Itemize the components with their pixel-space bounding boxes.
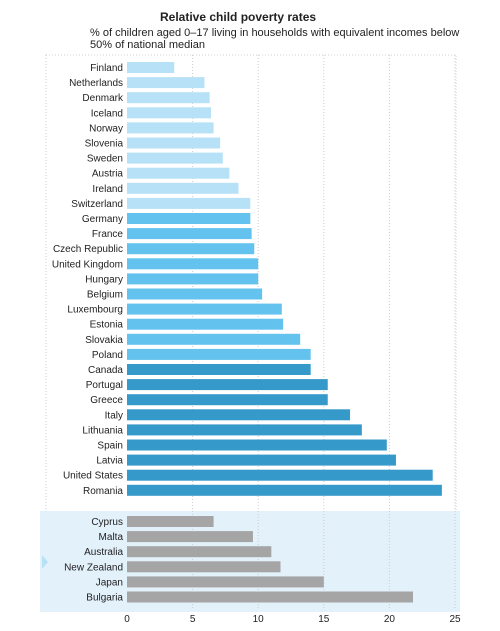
bar-norway (127, 122, 214, 134)
category-label: Belgium (87, 290, 123, 301)
bar-japan (127, 576, 324, 588)
category-label: Sweden (87, 154, 123, 165)
chart-subtitle: % of children aged 0–17 living in househ… (90, 27, 460, 51)
bar-portugal (127, 379, 328, 391)
bar-new-zealand (127, 561, 281, 573)
bar-finland (127, 62, 175, 73)
category-label: Netherlands (69, 78, 123, 89)
category-label: Bulgaria (86, 593, 123, 604)
category-label: Australia (84, 547, 123, 558)
category-label: Japan (96, 577, 123, 588)
bar-germany (127, 213, 251, 224)
category-label: Denmark (82, 93, 124, 104)
bar-spain (127, 439, 387, 451)
bar-greece (127, 394, 328, 406)
category-label: Slovakia (85, 335, 123, 346)
bar-romania (127, 484, 442, 496)
category-label: Latvia (96, 456, 123, 467)
category-label: Poland (92, 350, 123, 361)
bar-luxembourg (127, 303, 282, 315)
panel-marker (42, 555, 48, 569)
bar-france (127, 228, 252, 240)
x-tick-label: 25 (449, 614, 461, 625)
bar-poland (127, 348, 311, 360)
bar-czech-republic (127, 243, 255, 255)
bar-australia (127, 546, 272, 558)
bar-lithuania (127, 424, 362, 436)
x-tick-label: 10 (253, 614, 265, 625)
bar-belgium (127, 288, 263, 300)
category-label: Malta (99, 532, 124, 543)
category-label: Spain (97, 441, 123, 452)
bar-latvia (127, 454, 396, 466)
bar-austria (127, 167, 230, 179)
category-label: Norway (89, 123, 123, 134)
category-label: Ireland (92, 184, 123, 195)
x-tick-label: 5 (190, 614, 196, 625)
chart-title: Relative child poverty rates (160, 10, 317, 24)
category-label: United Kingdom (52, 259, 123, 270)
category-label: Slovenia (85, 139, 124, 150)
bar-ireland (127, 182, 239, 194)
category-label: Switzerland (71, 199, 123, 210)
bar-sweden (127, 152, 223, 164)
bar-switzerland (127, 197, 251, 209)
category-label: Iceland (91, 108, 123, 119)
category-label: Luxembourg (67, 305, 123, 316)
category-label: Finland (90, 63, 123, 74)
bar-malta (127, 531, 253, 543)
category-label: Estonia (90, 320, 124, 331)
bar-united-states (127, 469, 433, 481)
category-label: Romania (83, 486, 123, 497)
x-tick-label: 20 (384, 614, 396, 625)
bar-cyprus (127, 516, 214, 527)
bar-netherlands (127, 77, 205, 89)
bar-slovakia (127, 333, 301, 345)
x-tick-label: 15 (318, 614, 330, 625)
bar-denmark (127, 92, 210, 104)
category-label: Hungary (85, 274, 123, 285)
category-label: United States (63, 471, 123, 482)
bar-hungary (127, 273, 259, 285)
category-label: Canada (88, 365, 123, 376)
category-label: Greece (90, 395, 123, 406)
category-label: Lithuania (82, 425, 123, 436)
bar-estonia (127, 318, 284, 330)
category-label: Cyprus (91, 517, 123, 528)
bar-slovenia (127, 137, 221, 149)
bar-italy (127, 409, 351, 421)
bar-iceland (127, 107, 211, 119)
bar-united-kingdom (127, 258, 259, 270)
category-label: Austria (92, 169, 124, 180)
x-tick-label: 0 (124, 614, 130, 625)
bar-bulgaria (127, 591, 414, 603)
bar-canada (127, 364, 311, 375)
category-label: Portugal (86, 380, 123, 391)
category-label: Czech Republic (53, 244, 123, 255)
category-label: New Zealand (64, 562, 123, 573)
category-label: Italy (105, 410, 123, 421)
category-label: Germany (82, 214, 123, 225)
category-label: France (92, 229, 124, 240)
